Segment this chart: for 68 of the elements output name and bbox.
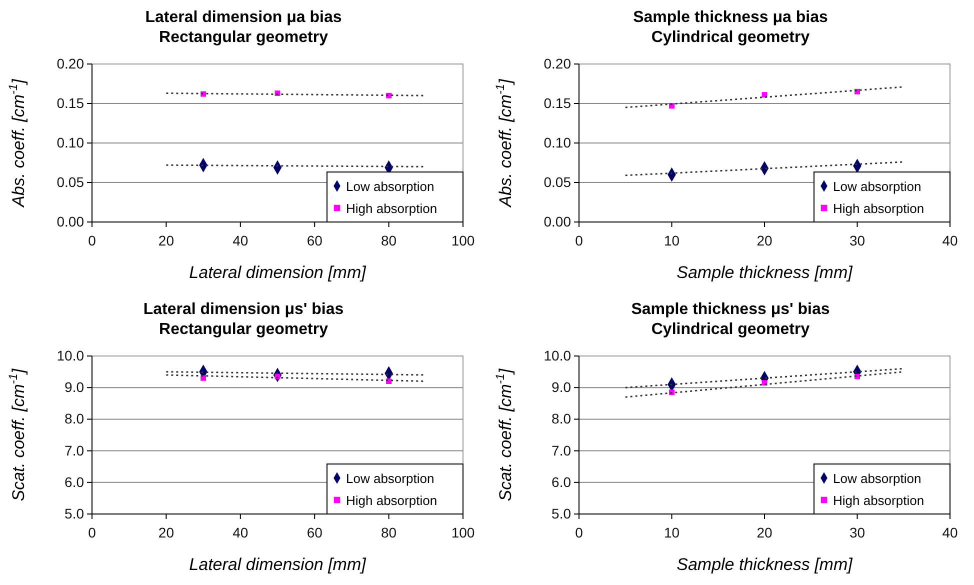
legend-label: Low absorption <box>346 471 434 486</box>
x-tick-label: 20 <box>158 524 174 540</box>
y-tick-label: 0.20 <box>544 55 572 72</box>
y-tick-label: 9.0 <box>64 379 84 396</box>
x-tick-label: 0 <box>575 232 584 248</box>
x-axis-title: Sample thickness [mm] <box>676 555 854 574</box>
x-tick-label: 100 <box>451 232 475 248</box>
x-axis-title: Sample thickness [mm] <box>676 263 854 282</box>
legend-label: High absorption <box>833 493 924 508</box>
x-tick-label: 100 <box>451 524 475 540</box>
legend-label: High absorption <box>833 201 924 216</box>
y-tick-label: 0.10 <box>544 134 572 150</box>
x-tick-label: 30 <box>849 232 866 248</box>
x-tick-label: 0 <box>88 524 96 540</box>
y-tick-label: 7.0 <box>64 442 84 458</box>
x-tick-label: 60 <box>306 232 323 248</box>
point <box>669 103 674 109</box>
x-tick-label: 40 <box>942 232 958 248</box>
x-tick-label: 20 <box>756 232 772 248</box>
point <box>200 91 206 97</box>
y-tick-label: 0.10 <box>56 134 84 150</box>
x-tick-label: 60 <box>306 524 323 540</box>
x-tick-label: 80 <box>381 524 397 540</box>
y-tick-label: 8.0 <box>64 410 84 427</box>
y-tick-label: 0.05 <box>56 174 84 190</box>
legend-label: Low absorption <box>833 471 922 486</box>
x-tick-label: 40 <box>942 524 958 540</box>
chart-subtitle: Rectangular geometry <box>159 321 328 338</box>
y-tick-label: 9.0 <box>552 379 572 396</box>
x-tick-label: 40 <box>232 232 248 248</box>
y-tick-label: 0.00 <box>544 213 572 230</box>
y-tick-label: 0.15 <box>544 94 572 111</box>
chart-subtitle: Cylindrical geometry <box>651 321 810 338</box>
x-tick-label: 10 <box>664 232 680 248</box>
x-tick-label: 30 <box>849 524 866 540</box>
x-tick-label: 20 <box>756 524 772 540</box>
point <box>200 375 206 381</box>
x-tick-label: 0 <box>88 232 96 248</box>
y-tick-label: 6.0 <box>64 474 84 490</box>
legend-label: High absorption <box>346 493 438 508</box>
chart-subtitle: Cylindrical geometry <box>651 29 810 46</box>
chart-title: Lateral dimension μs' bias <box>143 301 344 318</box>
chart-title: Sample thickness μa bias <box>633 9 828 26</box>
x-tick-label: 80 <box>381 232 397 248</box>
legend-label: Low absorption <box>346 179 434 194</box>
x-tick-label: 40 <box>232 524 248 540</box>
y-tick-label: 8.0 <box>552 410 572 427</box>
y-tick-label: 0.15 <box>56 94 84 111</box>
y-tick-label: 0.05 <box>544 174 572 190</box>
x-tick-label: 10 <box>664 524 680 540</box>
y-tick-label: 0.00 <box>56 213 84 230</box>
x-axis-title: Lateral dimension [mm] <box>189 263 368 282</box>
x-tick-label: 0 <box>575 524 584 540</box>
point <box>669 390 674 396</box>
chart-title: Lateral dimension μa bias <box>145 9 342 26</box>
y-tick-label: 5.0 <box>64 505 84 522</box>
legend-label: High absorption <box>346 201 438 216</box>
y-tick-label: 6.0 <box>552 474 572 490</box>
x-tick-label: 20 <box>158 232 174 248</box>
x-axis-title: Lateral dimension [mm] <box>189 555 368 574</box>
chart-title: Sample thickness μs' bias <box>631 301 830 318</box>
legend-label: Low absorption <box>833 179 922 194</box>
chart-subtitle: Rectangular geometry <box>159 29 328 46</box>
y-tick-label: 7.0 <box>552 442 572 458</box>
y-tick-label: 10.0 <box>56 347 84 364</box>
y-tick-label: 5.0 <box>552 505 572 522</box>
y-tick-label: 0.20 <box>56 55 84 72</box>
y-tick-label: 10.0 <box>544 347 572 364</box>
